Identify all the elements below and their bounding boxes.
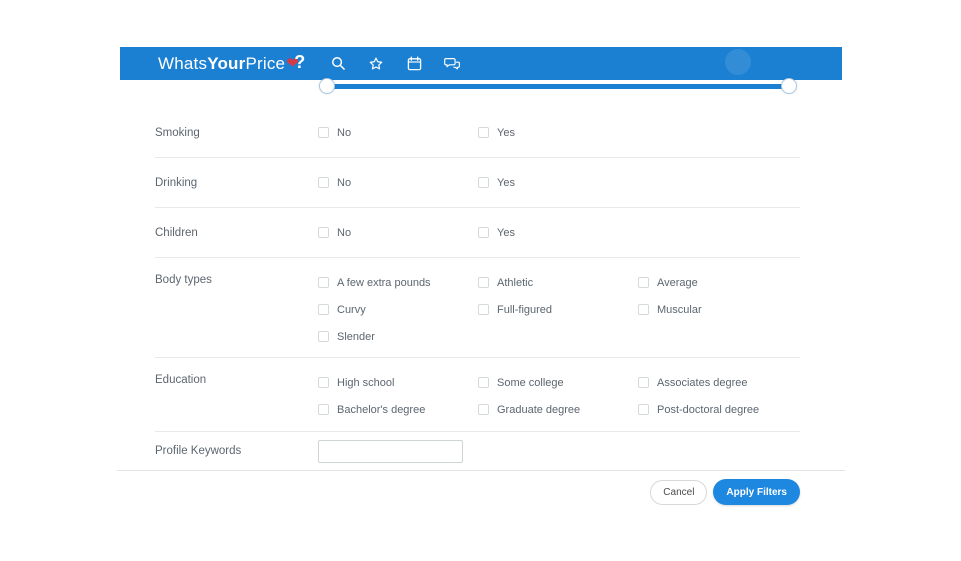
checkbox-label: Some college xyxy=(497,376,564,389)
filter-row-label: Children xyxy=(155,226,198,239)
star-icon[interactable] xyxy=(368,56,384,72)
apply-filters-button[interactable]: Apply Filters xyxy=(713,479,800,505)
filter-row-label: Drinking xyxy=(155,176,198,189)
filter-row-drinking: Drinking No Yes xyxy=(155,158,800,208)
logo-heart-question-icon: ❤ ? xyxy=(286,51,306,72)
checkbox[interactable] xyxy=(478,227,489,238)
navbar-icons xyxy=(330,56,461,72)
slider-handle-min[interactable] xyxy=(319,78,335,94)
checkbox-label: High school xyxy=(337,376,395,389)
filter-row-smoking: Smoking No Yes xyxy=(155,108,800,158)
option-no[interactable]: No xyxy=(318,124,478,141)
filter-options: High school Some college Associates degree… xyxy=(318,374,798,431)
option-associates-degree[interactable]: Associates degree xyxy=(638,374,798,391)
option-graduate-degree[interactable]: Graduate degree xyxy=(478,401,638,418)
checkbox-label: No xyxy=(337,176,352,189)
logo-text-your: Your xyxy=(207,53,246,73)
checkbox-label: Athletic xyxy=(497,276,534,289)
filter-row-children: Children No Yes xyxy=(155,208,800,258)
filter-options: No Yes xyxy=(318,174,798,191)
checkbox-label: Muscular xyxy=(657,303,702,316)
option-athletic[interactable]: Athletic xyxy=(478,274,638,291)
checkbox-label: Full-figured xyxy=(497,303,553,316)
filter-row-label: Smoking xyxy=(155,126,200,139)
filter-row-label: Body types xyxy=(155,274,212,286)
cancel-button[interactable]: Cancel xyxy=(650,479,708,505)
profile-keywords-label: Profile Keywords xyxy=(155,445,242,457)
profile-keywords-input[interactable] xyxy=(318,439,463,463)
filter-rows: Smoking No Yes Drinking No Yes Children No Yes Bo… xyxy=(120,108,842,470)
checkbox[interactable] xyxy=(478,377,489,388)
checkbox[interactable] xyxy=(478,304,489,315)
option-no[interactable]: No xyxy=(318,174,478,191)
option-post-doctoral-degree[interactable]: Post-doctoral degree xyxy=(638,401,798,418)
checkbox[interactable] xyxy=(318,127,329,138)
checkbox-label: Associates degree xyxy=(657,376,748,389)
option-yes[interactable]: Yes xyxy=(478,174,638,191)
option-full-figured[interactable]: Full-figured xyxy=(478,301,638,318)
checkbox[interactable] xyxy=(638,304,649,315)
checkbox-label: Slender xyxy=(337,330,375,343)
checkbox[interactable] xyxy=(318,277,329,288)
checkbox[interactable] xyxy=(478,277,489,288)
filter-options: A few extra pounds Athletic Average Curvy Fu… xyxy=(318,274,798,357)
checkbox-label: A few extra pounds xyxy=(337,276,431,289)
footer-bar: Cancel Apply Filters xyxy=(117,470,845,530)
whatsyourprice-filter-panel: Whats Your Price ❤ ? Smoki xyxy=(117,0,845,561)
checkbox-label: No xyxy=(337,226,352,239)
filter-row-label: Education xyxy=(155,374,207,386)
option-bachelor-s-degree[interactable]: Bachelor's degree xyxy=(318,401,478,418)
option-average[interactable]: Average xyxy=(638,274,798,291)
logo-text-whats: Whats xyxy=(158,53,208,73)
slider-handle-max[interactable] xyxy=(781,78,797,94)
checkbox[interactable] xyxy=(478,177,489,188)
option-yes[interactable]: Yes xyxy=(478,124,638,141)
checkbox-label: Average xyxy=(657,276,698,289)
search-icon[interactable] xyxy=(330,56,346,72)
logo-text-price: Price xyxy=(245,53,286,73)
option-yes[interactable]: Yes xyxy=(478,224,638,241)
avatar[interactable] xyxy=(725,49,751,75)
checkbox-label: Curvy xyxy=(337,303,366,316)
whatsyourprice-logo[interactable]: Whats Your Price ❤ ? xyxy=(158,51,308,75)
checkbox[interactable] xyxy=(318,404,329,415)
checkbox[interactable] xyxy=(478,127,489,138)
filter-row-education: Education High school Some college Associat… xyxy=(155,358,800,432)
checkbox[interactable] xyxy=(318,377,329,388)
checkbox[interactable] xyxy=(638,277,649,288)
option-curvy[interactable]: Curvy xyxy=(318,301,478,318)
filter-options: No Yes xyxy=(318,224,798,241)
checkbox-label: Post-doctoral degree xyxy=(657,403,760,416)
profile-keywords-row: Profile Keywords xyxy=(155,432,800,470)
filter-options: No Yes xyxy=(318,124,798,141)
option-muscular[interactable]: Muscular xyxy=(638,301,798,318)
option-high-school[interactable]: High school xyxy=(318,374,478,391)
checkbox[interactable] xyxy=(638,404,649,415)
range-slider xyxy=(120,78,842,96)
option-a-few-extra-pounds[interactable]: A few extra pounds xyxy=(318,274,478,291)
calendar-icon[interactable] xyxy=(406,56,422,72)
checkbox[interactable] xyxy=(318,304,329,315)
checkbox[interactable] xyxy=(318,177,329,188)
slider-track[interactable] xyxy=(327,84,789,89)
option-no[interactable]: No xyxy=(318,224,478,241)
checkbox-label: Graduate degree xyxy=(497,403,581,416)
checkbox-label: No xyxy=(337,126,352,139)
checkbox[interactable] xyxy=(478,404,489,415)
checkbox-label: Yes xyxy=(497,126,515,139)
checkbox[interactable] xyxy=(318,331,329,342)
checkbox-label: Bachelor's degree xyxy=(337,403,426,416)
checkbox[interactable] xyxy=(638,377,649,388)
checkbox-label: Yes xyxy=(497,176,515,189)
chat-icon[interactable] xyxy=(444,56,461,72)
checkbox[interactable] xyxy=(318,227,329,238)
top-navbar: Whats Your Price ❤ ? xyxy=(120,47,842,80)
option-some-college[interactable]: Some college xyxy=(478,374,638,391)
checkbox-label: Yes xyxy=(497,226,515,239)
filter-row-body-types: Body types A few extra pounds Athletic Aver… xyxy=(155,258,800,358)
option-slender[interactable]: Slender xyxy=(318,328,478,345)
footer-buttons: Cancel Apply Filters xyxy=(650,479,800,505)
